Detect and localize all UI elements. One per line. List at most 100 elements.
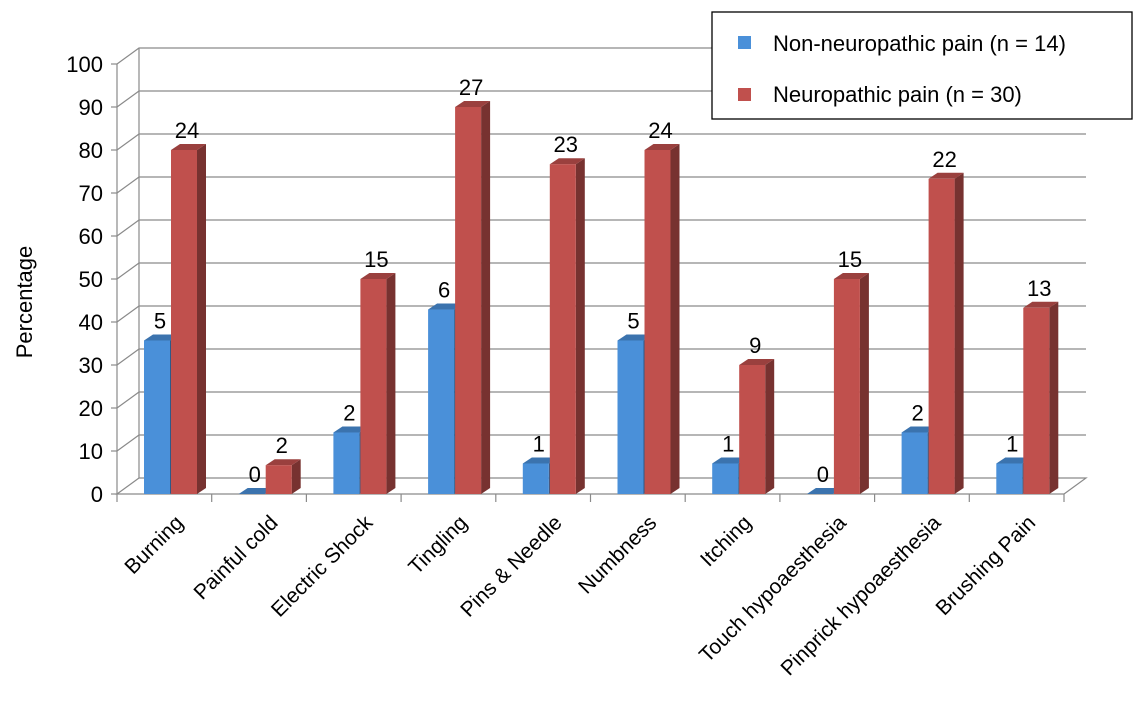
bar-front [265,465,292,494]
bar-side [1049,301,1059,494]
bar-neuropathic-pain-brushing-pain [1023,301,1059,494]
data-label: 0 [817,462,829,487]
bar-neuropathic-pain-electric-shock [360,273,396,494]
data-label: 6 [438,278,450,303]
y-tick-label: 70 [79,181,103,206]
gridline [116,219,1086,237]
data-label: 15 [364,247,388,272]
bar-top [360,273,396,279]
bar-front [996,463,1023,494]
bar-top [901,426,937,433]
x-label-burning: Burning [120,511,187,578]
legend: Non-neuropathic pain (n = 14) Neuropathi… [711,11,1133,120]
bar-front [522,463,549,494]
bar-front [712,463,739,494]
bar-front [333,432,360,494]
x-label-painful-cold: Painful cold [190,511,283,604]
x-label-numbness: Numbness [574,511,661,598]
bar-side [670,144,680,494]
data-label: 27 [459,75,483,100]
bar-front [428,309,455,494]
data-label: 22 [932,147,956,172]
bar-front [144,340,170,494]
y-tick-label: 0 [91,482,103,507]
bar-top [1023,301,1059,308]
data-label: 1 [1006,431,1018,456]
y-tick-label: 60 [79,224,103,249]
x-label-brushing-pain: Brushing Pain [931,511,1040,620]
y-tick-label: 100 [66,52,103,77]
data-label: 15 [838,247,862,272]
data-label: 24 [175,118,199,143]
bar-neuropathic-pain-pinprick-hypoaesthesia [928,172,964,494]
bar-side [575,158,585,494]
bar-front [644,150,671,494]
data-label: 0 [249,462,261,487]
bar-neuropathic-pain-tingling [455,101,491,494]
bar-top [333,426,369,433]
bar-front [455,107,482,494]
bar-top [265,459,301,466]
bar-neuropathic-pain-touch-hypoaesthesia [833,273,869,494]
y-tick-label: 10 [79,439,103,464]
bar-non-neuropathic-pain-touch-hypoaesthesia [806,488,842,494]
bar-front [833,279,860,494]
bar-side [197,144,206,494]
x-label-itching: Itching [696,511,756,571]
data-label: 24 [648,118,672,143]
data-label: 1 [533,431,545,456]
bar-top [617,334,653,341]
bar-top [522,457,558,464]
bar-front [549,164,576,494]
y-tick-label: 40 [79,310,103,335]
bar-top [739,359,775,365]
data-label: 23 [554,132,578,157]
y-tick-label: 90 [79,95,103,120]
bar-front [360,279,387,494]
data-label: 9 [749,333,761,358]
bar-top [996,457,1032,464]
bar-non-neuropathic-pain-painful-cold [238,488,274,494]
x-label-tingling: Tingling [404,511,472,579]
gridline [116,305,1086,323]
bar-top [712,457,748,464]
gridline [116,262,1086,280]
bar-front [617,340,644,494]
gridline [116,176,1086,194]
bar-top [549,158,585,165]
data-label: 2 [276,433,288,458]
bar-front [739,365,766,494]
legend-swatch-non-neuropathic [738,36,751,49]
bar-top [171,144,206,150]
data-label: 2 [343,401,355,426]
bar-neuropathic-pain-numbness [644,144,680,494]
data-label: 5 [154,308,166,333]
data-label: 13 [1027,276,1051,301]
legend-box [711,11,1133,120]
legend-label-neuropathic: Neuropathic pain (n = 30) [773,82,1022,107]
bar-side [859,273,869,494]
bar-front [171,150,197,494]
legend-swatch-neuropathic [738,88,751,101]
y-axis-title: Percentage [12,246,37,359]
data-label: 5 [627,308,639,333]
bar-neuropathic-pain-painful-cold [265,459,301,494]
bar-neuropathic-pain-burning [171,144,206,494]
bar-side [291,459,301,494]
bar-side [954,172,964,494]
y-tick-label: 20 [79,396,103,421]
gridline [116,348,1086,366]
x-label-pinprick-hypoaesthesia: Pinprick hypoaesthesia [777,511,946,680]
bar-front [928,178,955,494]
data-label: 2 [911,401,923,426]
y-tick-label: 50 [79,267,103,292]
bar-top [833,273,869,279]
bar-side [481,101,491,494]
bar-front [901,432,928,494]
bar-front [1023,307,1050,494]
bar-neuropathic-pain-pins-needle [549,158,585,494]
bar-top [428,303,464,310]
